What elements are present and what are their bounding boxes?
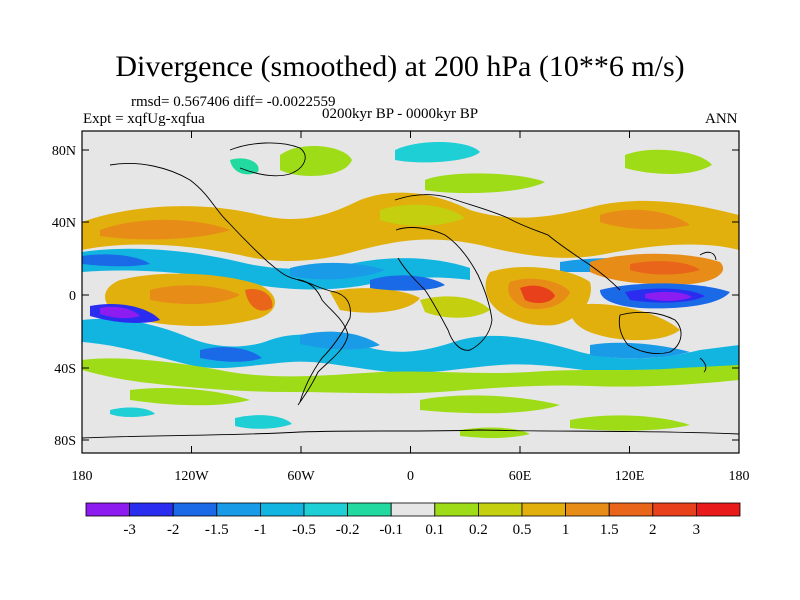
eurasia-coast bbox=[394, 194, 621, 291]
africa-coast bbox=[395, 227, 493, 351]
period-label: 0200kyr BP - 0000kyr BP bbox=[322, 106, 479, 122]
colorbar-label: 1 bbox=[562, 522, 570, 538]
x-tick-label: 60W bbox=[287, 469, 315, 484]
colorbar-swatch bbox=[652, 502, 697, 517]
antarctica-coast bbox=[82, 429, 739, 439]
colorbar-swatch bbox=[347, 502, 392, 517]
japan-coast bbox=[699, 251, 717, 261]
experiment-label: Expt = xqfUg-xqfua bbox=[83, 111, 205, 127]
south-america-coast bbox=[297, 279, 351, 403]
colorbar-swatch bbox=[172, 502, 218, 517]
australia-coast bbox=[618, 311, 682, 355]
colorbar-label: 1.5 bbox=[600, 522, 619, 538]
colorbar-swatch bbox=[477, 502, 523, 517]
colorbar-swatch bbox=[565, 502, 610, 517]
y-tick-label: 0 bbox=[69, 289, 76, 304]
colorbar-swatch bbox=[85, 502, 130, 517]
colorbar-label: -1.5 bbox=[205, 522, 229, 538]
colorbar-swatch bbox=[216, 502, 261, 517]
x-tick-label: 60E bbox=[509, 469, 532, 484]
x-tick-label: 180 bbox=[729, 469, 750, 484]
colorbar-label: 0.2 bbox=[469, 522, 488, 538]
colorbar-swatch bbox=[259, 502, 305, 517]
x-tick-label: 0 bbox=[407, 469, 414, 484]
new-zealand-coast bbox=[699, 357, 707, 373]
colorbar-swatch bbox=[434, 502, 479, 517]
x-axis-ticks bbox=[81, 131, 740, 453]
y-tick-label: 80S bbox=[54, 434, 76, 449]
x-tick-label: 180 bbox=[72, 469, 93, 484]
colorbar-swatch bbox=[303, 502, 348, 517]
y-tick-label: 40S bbox=[54, 362, 76, 377]
colorbar-label: -0.1 bbox=[379, 522, 403, 538]
colorbar-swatch bbox=[696, 502, 741, 517]
y-axis-ticks bbox=[82, 149, 739, 441]
colorbar-label: 0.5 bbox=[513, 522, 532, 538]
coastlines bbox=[82, 142, 739, 439]
stats-label: rmsd= 0.567406 diff= -0.0022559 bbox=[131, 94, 336, 110]
colorbar-label: -0.5 bbox=[292, 522, 316, 538]
colorbar-swatch bbox=[521, 502, 566, 517]
greenland-coast bbox=[229, 142, 306, 177]
colorbar-swatch bbox=[129, 502, 174, 517]
colorbar-label: 0.1 bbox=[425, 522, 444, 538]
season-label: ANN bbox=[705, 111, 738, 127]
colorbar-label: -1 bbox=[254, 522, 267, 538]
x-tick-label: 120W bbox=[174, 469, 209, 484]
divergence-field bbox=[82, 131, 739, 453]
x-tick-label: 120E bbox=[615, 469, 645, 484]
y-tick-label: 40N bbox=[52, 216, 76, 231]
colorbar-label: -0.2 bbox=[336, 522, 360, 538]
colorbar: -3 -2 -1.5 -1 -0.5 -0.2 -0.1 0.1 0.2 0.5 1 1.5 2 3 bbox=[85, 502, 741, 538]
colorbar-label: 3 bbox=[693, 522, 701, 538]
colorbar-swatch bbox=[390, 502, 436, 517]
colorbar-swatch bbox=[608, 502, 654, 517]
colorbar-label: 2 bbox=[649, 522, 657, 538]
map-title: Divergence (smoothed) at 200 hPa (10**6 … bbox=[115, 50, 685, 83]
colorbar-label: -3 bbox=[123, 522, 136, 538]
y-tick-label: 80N bbox=[52, 144, 76, 159]
colorbar-label: -2 bbox=[167, 522, 180, 538]
